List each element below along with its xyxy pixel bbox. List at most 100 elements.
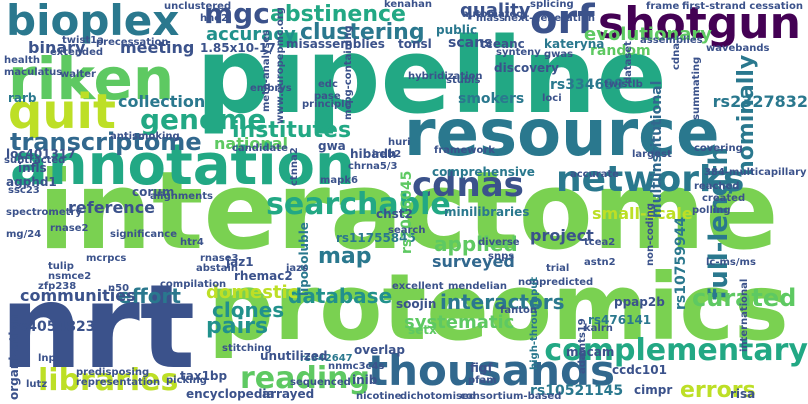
word-snps: snps [488,251,515,262]
word-adamts19: adamts19 [577,318,588,374]
word-pfam: pfam [468,375,497,386]
word-extended: extended [50,47,104,58]
word-maculatus: maculatus [4,67,63,78]
word-diverse: diverse [478,237,520,248]
word-cdna: cdna [671,43,682,70]
word-agphd1: agphd1 [6,175,57,189]
word-evolutionary: evolutionary [584,24,713,45]
word-twist1a: twist1a [62,35,104,46]
word-rs2327832: rs2327832 [712,92,808,111]
word-rs11755845: rs11755845 [336,231,416,245]
word-384-multicapillary: 384-multicapillary [704,167,807,178]
word-rs842647: rs842647 [300,353,353,364]
word-reading: reading [240,361,370,396]
word-first-strand-cessation: first-strand cessation [682,1,803,12]
word-high-throughput: high-throughput [529,276,540,370]
word-gwa: gwa [318,139,346,153]
word-unutilized: unutilized [260,349,328,363]
word-nonpredicted: nonpredicted [518,277,594,288]
word-database: database [288,284,393,308]
word-quality: quality [460,0,531,21]
word-walter: walter [60,69,96,80]
word-stitching: stitching [222,343,272,354]
word-mapk6: mapk6 [320,175,358,186]
word-reference: reference [68,198,156,217]
word-alignments: alignments [150,191,213,202]
word-rs10521145: rs10521145 [530,383,624,399]
word-nnmc3c4s: nnmc3c4s [328,361,385,372]
word-rs476141: rs476141 [588,313,652,327]
word-arrayed: arrayed [262,387,315,401]
word-discovery: discovery [494,61,559,75]
word-accurate: accurate [570,169,619,180]
word-misassemblies: misassemblies [286,37,385,51]
word-principle: principle [302,99,352,110]
word-interactome: interactome [38,149,779,274]
word-astn2: astn2 [584,257,616,268]
word-comprehensive: comprehensive [432,165,535,179]
word-applied: applied [434,232,518,256]
word-liposoluble: liposoluble [297,222,311,296]
word-synteny: synteny [496,47,541,58]
word-twistlb: twistlb [604,79,643,90]
word-errors: errors [680,378,756,403]
word-ssc23: ssc23 [8,185,40,196]
word-collection: collection [118,92,206,111]
word-representation: representation [76,377,161,388]
word-rs10759944: rs10759944 [673,216,689,310]
word-risa: risa [730,387,756,401]
word-dichotomised: dichotomised [400,391,476,402]
word-loci: loci [542,93,562,104]
word-domestic: domestic [206,282,299,303]
word-n50: n50 [108,283,130,294]
word-splicing: splicing [530,0,574,10]
word-kalrn: kalrn [584,323,613,334]
word-figf: figf [470,361,493,375]
word-dataset: dataset [623,41,634,84]
word-frame: frame [646,1,680,12]
word-scans: scans [448,35,493,51]
word-picking: picking [166,375,207,386]
word-hibadh: hibadh [350,147,397,161]
word-libraries: libraries [38,363,179,398]
word-framework: framework [434,145,495,156]
word-tcea2: tcea2 [584,237,616,248]
word-trial: trial [546,263,570,274]
word-meta-analyses: meta-analyses [261,29,272,112]
word-huri: huri [388,137,411,148]
word-clustering: clustering [300,20,425,45]
word-lc-ms/ms: lc-ms/ms [706,257,756,268]
word-ireb2: ireb2 [372,149,402,160]
word-pase: pase [314,91,341,102]
word-clones: clones [212,298,285,322]
word-encyclopedia: encyclopedia [186,387,275,401]
word-accuracy: accuracy [206,24,296,45]
word-next-generation: next-generation [504,13,596,24]
word-smokers: smokers [458,91,525,107]
word-searchable: searchable [266,187,451,222]
word-fanton: fanton [500,305,537,316]
word-gwas: gwas [544,49,574,60]
word-chrna5/3: chrna5/3 [348,161,398,172]
word-tceanc: tceanc [480,37,525,51]
word-networks: networks [556,159,745,200]
word-resource: resource [404,97,720,171]
word-chst2: chst2 [376,207,413,221]
word-meeting: meeting [120,38,195,57]
word-mendelian: mendelian [448,281,507,292]
word-sequenced: sequenced [290,377,351,388]
word-nicotine: nicotine [356,391,402,402]
word-unclustered: unclustered [164,1,232,12]
word-binary: binary [28,38,86,57]
word-international: international [739,278,750,352]
word-corum: corum [132,185,175,199]
word-ccdc101: ccdc101 [612,363,667,377]
word-proteomics: proteomics [208,254,789,361]
word-subtracted: subtracted [4,155,66,166]
word-rs334699: rs334699 [550,77,624,93]
word-candidate: candidate [232,143,288,154]
word-abstinence: abstinence [270,2,406,27]
word-non-coding: non-coding [645,203,656,266]
word-lnp: lnp [38,353,56,364]
